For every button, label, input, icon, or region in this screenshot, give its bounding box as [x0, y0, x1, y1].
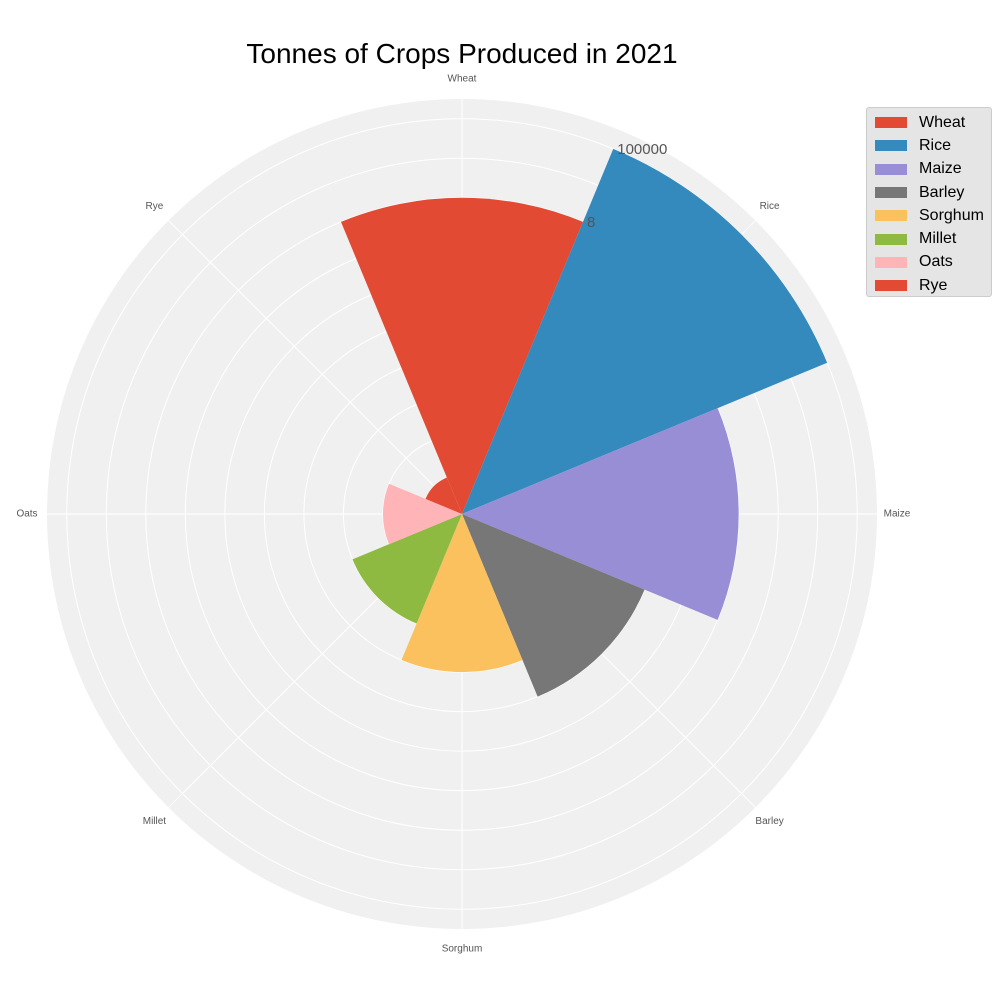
legend-label: Rye	[919, 276, 948, 294]
category-label-sorghum: Sorghum	[442, 944, 483, 955]
legend-item-rice: Rice	[875, 134, 991, 157]
legend: Wheat Rice Maize Barley Sorghum Millet Oats Rye	[866, 107, 992, 297]
category-label-wheat: Wheat	[448, 74, 477, 85]
category-label-barley: Barley	[755, 816, 783, 827]
chart-title: Tonnes of Crops Produced in 2021	[246, 38, 678, 69]
bar-millet	[352, 514, 462, 624]
legend-swatch	[875, 163, 907, 175]
category-label-rye: Rye	[146, 201, 164, 212]
legend-label: Maize	[919, 160, 962, 178]
legend-swatch	[875, 140, 907, 152]
category-label-maize: Maize	[884, 509, 911, 520]
category-label-millet: Millet	[143, 816, 167, 827]
category-label-rice: Rice	[760, 201, 780, 212]
category-labels: Wheat Rice Maize Barley Sorghum Millet Oats Rye	[16, 74, 910, 955]
legend-item-barley: Barley	[875, 181, 991, 204]
legend-label: Barley	[919, 183, 965, 201]
radial-tick-label: 100000	[617, 141, 667, 158]
legend-swatch	[875, 256, 907, 268]
bar-wheat	[340, 197, 584, 514]
legend-swatch	[875, 280, 907, 292]
legend-item-sorghum: Sorghum	[875, 204, 991, 227]
legend-label: Wheat	[919, 113, 966, 131]
legend-item-wheat: Wheat	[875, 111, 991, 134]
radial-tick-label: 8	[587, 214, 595, 231]
legend-item-oats: Oats	[875, 251, 991, 274]
bar-maize	[462, 408, 739, 620]
legend-swatch	[875, 210, 907, 222]
bars	[340, 148, 828, 697]
category-label-oats: Oats	[16, 509, 37, 520]
bar-oats	[382, 483, 462, 545]
radial-tick-labels: 100000 8	[587, 141, 667, 231]
legend-swatch	[875, 117, 907, 129]
legend-item-millet: Millet	[875, 227, 991, 250]
legend-label: Rice	[919, 136, 952, 154]
legend-swatch	[875, 187, 907, 199]
bar-sorghum	[401, 514, 523, 673]
legend-item-rye: Rye	[875, 274, 991, 297]
bar-barley	[462, 514, 645, 697]
legend-label: Oats	[919, 253, 953, 271]
legend-swatch	[875, 233, 907, 245]
bar-rice	[462, 148, 828, 515]
bar-rye	[425, 477, 462, 514]
legend-item-maize: Maize	[875, 158, 991, 181]
legend-label: Sorghum	[919, 206, 984, 224]
angular-grid-line	[168, 220, 463, 515]
legend-label: Millet	[919, 230, 957, 248]
